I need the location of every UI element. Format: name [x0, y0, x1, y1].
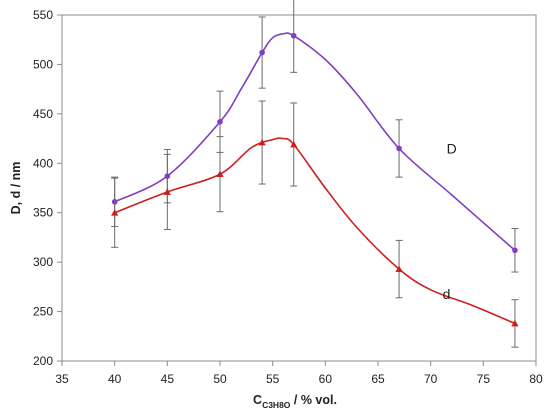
y-tick-label: 250: [33, 305, 53, 319]
data-point-D: [259, 49, 265, 56]
y-tick-label: 500: [33, 57, 53, 71]
y-tick-label: 450: [33, 107, 53, 121]
data-point-d-small: [111, 209, 119, 216]
plot-frame: [61, 14, 537, 362]
x-tick-label: 40: [108, 372, 122, 386]
data-point-d-small: [290, 140, 298, 148]
x-axis-title-main: C: [253, 393, 262, 407]
data-point-d-small: [395, 265, 403, 272]
y-tick-label: 300: [33, 255, 53, 269]
x-tick-label: 55: [266, 372, 280, 386]
x-tick-label: 80: [529, 372, 543, 386]
series-labels: Dd: [443, 140, 457, 301]
data-point-d-small: [216, 170, 224, 178]
x-tick-label: 60: [319, 372, 333, 386]
axes: 200 250 300 350 400 450 500 550 35 40 45 50 55 60 65 70…: [33, 8, 543, 386]
x-tick-label: 50: [213, 372, 227, 386]
data-point-D: [290, 32, 297, 39]
data-point-d-small: [163, 188, 171, 195]
x-tick-label: 65: [371, 372, 385, 386]
x-tick-label: 45: [161, 372, 175, 386]
y-tick-label: 550: [33, 8, 53, 22]
series-label-D: D: [447, 140, 457, 156]
y-axis-title: D, d / nm: [9, 162, 23, 215]
data-point-d-small: [258, 138, 266, 146]
data-point-D: [512, 247, 518, 254]
x-axis-title: CC3H8O / % vol.: [253, 393, 337, 410]
y-tick-label: 350: [33, 206, 53, 220]
series-markers: [111, 32, 519, 327]
data-point-D: [396, 145, 402, 152]
series-label-d-small: d: [443, 286, 451, 302]
x-tick-label: 75: [477, 372, 491, 386]
y-tick-label: 200: [33, 354, 53, 368]
x-tick-label: 70: [424, 372, 438, 386]
data-point-D: [111, 199, 118, 205]
data-point-D: [217, 118, 223, 125]
x-tick-label: 35: [55, 372, 69, 386]
data-point-D: [164, 173, 171, 179]
x-axis-title-subscript: C3H8O: [262, 400, 291, 410]
y-tick-label: 400: [33, 156, 53, 170]
x-axis-title-rest: / % vol.: [290, 393, 337, 407]
data-point-d-small: [511, 319, 519, 327]
